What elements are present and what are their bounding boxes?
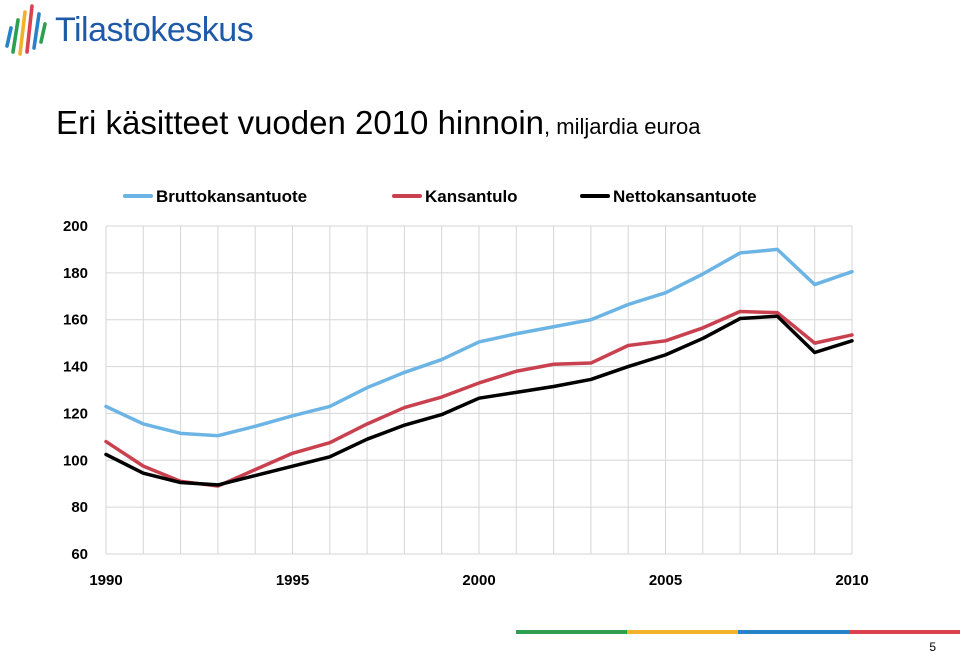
tilastokeskus-bars-logo-icon [5, 4, 47, 56]
x-tick-label: 2000 [462, 572, 495, 589]
x-tick-label: 1990 [89, 572, 122, 589]
x-tick-label: 1995 [276, 572, 309, 589]
logo-text: Tilastokeskus [55, 11, 254, 49]
page-title: Eri käsitteet vuoden 2010 hinnoin, milja… [56, 106, 701, 139]
x-tick-label: 2010 [835, 572, 868, 589]
y-tick-label: 120 [63, 405, 88, 422]
footer-bar-segment [627, 630, 738, 634]
title-unit: , miljardia euroa [544, 114, 701, 139]
y-tick-label: 140 [63, 359, 88, 376]
y-tick-label: 160 [63, 312, 88, 329]
legend-label: Nettokansantuote [613, 187, 757, 206]
footer-bar-segment [516, 630, 627, 634]
series-line [104, 314, 854, 487]
y-tick-label: 60 [71, 546, 88, 563]
page-number: 5 [929, 640, 936, 654]
title-main: Eri käsitteet vuoden 2010 hinnoin [56, 104, 545, 141]
footer-bar-segment [849, 630, 960, 634]
footer-bar-segment [738, 630, 849, 634]
legend-label: Bruttokansantuote [156, 187, 307, 206]
logo: Tilastokeskus [3, 2, 254, 58]
y-tick-label: 100 [63, 452, 88, 469]
series-line [104, 247, 854, 438]
y-tick-label: 180 [63, 265, 88, 282]
footer-color-bar [516, 630, 960, 634]
y-tick-label: 200 [63, 218, 88, 235]
legend-label: Kansantulo [425, 187, 518, 206]
y-tick-label: 80 [71, 499, 88, 516]
x-tick-label: 2005 [649, 572, 682, 589]
